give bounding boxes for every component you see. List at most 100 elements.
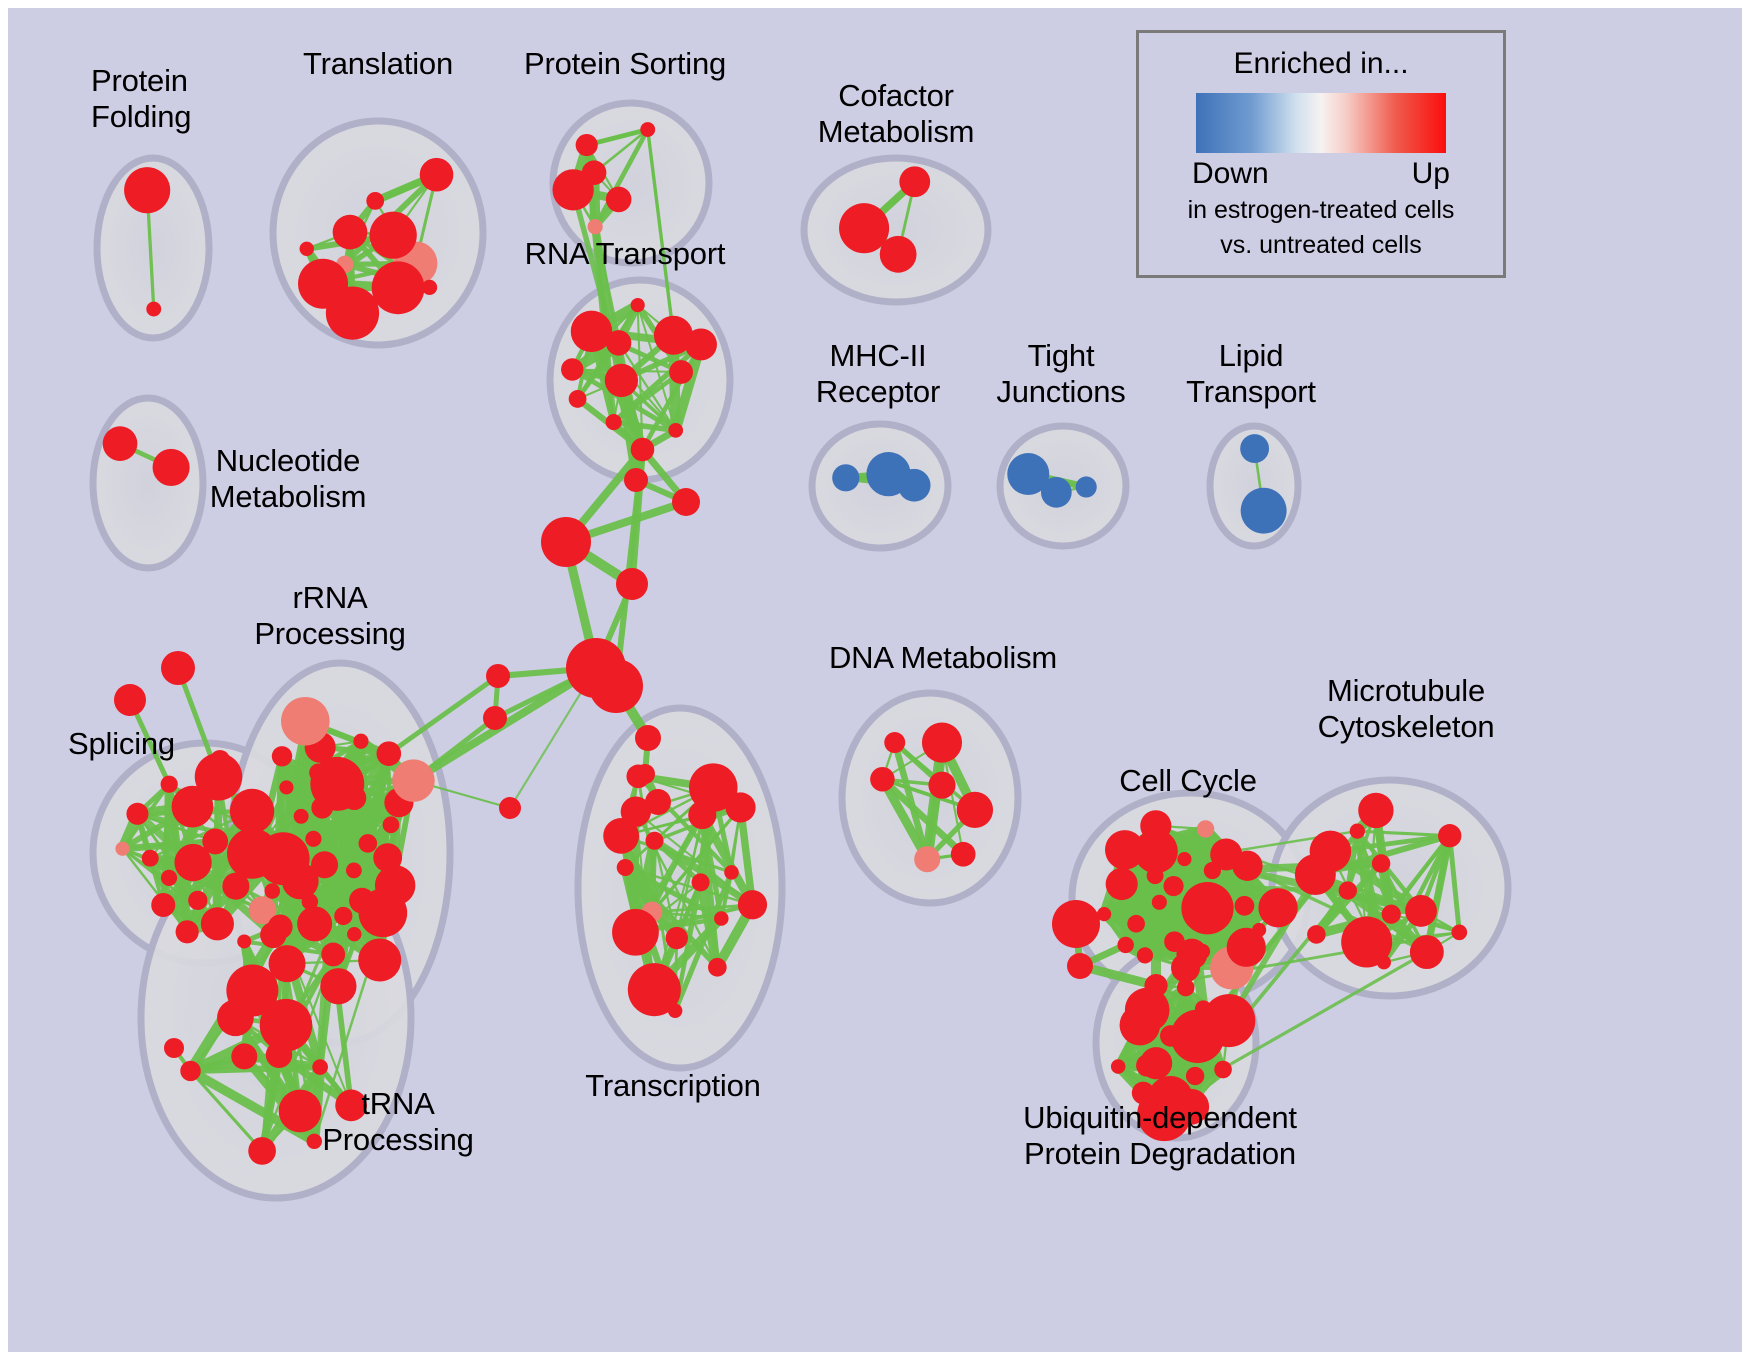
network-node [645,831,664,850]
network-node [1110,1059,1126,1074]
cluster-label-line1: Nucleotide [215,443,361,478]
legend-title: Enriched in... [1233,47,1409,80]
network-node [665,926,688,950]
network-node [839,203,890,254]
network-node [1240,434,1270,464]
network-node [202,828,229,855]
network-node [1226,927,1266,967]
network-node [667,1003,683,1019]
cluster-label-rrna-processing: rRNA Processing [254,580,406,652]
network-node [1097,907,1112,922]
network-node [281,696,330,746]
network-node [237,934,252,949]
network-node [382,816,400,834]
network-edge [622,864,721,971]
network-node [612,908,659,956]
network-edge [636,304,644,451]
network-node [279,780,294,795]
cluster-label-line1: Cofactor [838,78,954,113]
network-node [1232,850,1263,881]
cluster-label-line1: Tight [1027,338,1095,373]
network-node-backbone [486,664,510,688]
network-node [332,214,368,250]
network-node [248,896,277,925]
network-node [626,764,651,789]
network-edge [1179,853,1209,1014]
network-node [321,942,346,967]
network-node [921,722,963,763]
network-node [320,968,357,1005]
network-node-backbone [483,706,507,730]
cluster-label-line1: tRNA [361,1086,435,1121]
network-node [1176,978,1195,997]
network-node [568,390,587,408]
cluster-label-tight-junctions: Tight Junctions [996,338,1125,410]
network-node [1177,852,1192,867]
cluster-label-transcription: Transcription [585,1068,761,1104]
network-node [306,1133,322,1150]
network-node [160,775,178,793]
network-node [374,865,416,906]
network-node [616,859,634,877]
network-node [914,846,941,873]
network-node [605,330,632,356]
network-node [627,963,681,1017]
network-node [160,869,178,886]
network-node [200,907,234,941]
network-node-backbone [1052,900,1100,948]
network-node [689,763,738,812]
network-node [684,328,717,361]
network-node [561,358,584,381]
network-node [899,166,931,198]
network-node [1234,895,1255,916]
network-edge [1424,833,1453,955]
network-node [604,363,639,398]
network-node [603,817,640,854]
network-node [102,426,138,461]
network-node [264,883,281,899]
network-edge [699,812,724,922]
network-node [714,911,729,926]
network-node [620,796,652,827]
network-node [152,448,190,486]
cluster-label-trna-processing: tRNA Processing [322,1086,474,1158]
network-node [188,890,208,911]
network-node [229,788,275,834]
network-node [248,1137,276,1165]
network-node [1307,925,1326,944]
network-node [124,167,171,214]
network-node-backbone [164,1038,184,1058]
network-node [1127,914,1145,933]
network-node-backbone [645,789,671,815]
cluster-label-lipid-transport: Lipid Transport [1186,338,1316,410]
network-node [956,791,994,829]
network-node [1105,867,1138,901]
network-node-backbone [499,797,521,819]
network-node [298,258,349,309]
cluster-label-line2: Cytoskeleton [1317,709,1495,744]
network-edge [1355,829,1452,838]
network-node [175,920,199,944]
network-node [376,741,402,766]
network-edge [592,127,651,230]
legend-endpoints: Down Up [1192,157,1450,191]
network-node [1136,947,1154,964]
network-node [1438,824,1462,848]
network-node [1105,830,1145,870]
network-node [552,169,594,211]
network-node [832,464,860,492]
network-node [1040,477,1072,508]
network-nodes [102,122,1468,1165]
cluster-label-translation: Translation [303,46,453,82]
network-node [366,192,385,210]
network-node-backbone [541,517,591,567]
legend-low-label: Down [1192,157,1269,190]
legend-high-label: Up [1411,157,1450,190]
network-node [1007,452,1050,495]
network-node [312,1059,328,1075]
cluster-label-dna-metabolism: DNA Metabolism [829,640,1057,676]
cluster-label-cell-cycle: Cell Cycle [1119,763,1257,799]
network-node [358,938,402,982]
network-node-backbone [1067,953,1093,979]
network-node [311,796,334,819]
